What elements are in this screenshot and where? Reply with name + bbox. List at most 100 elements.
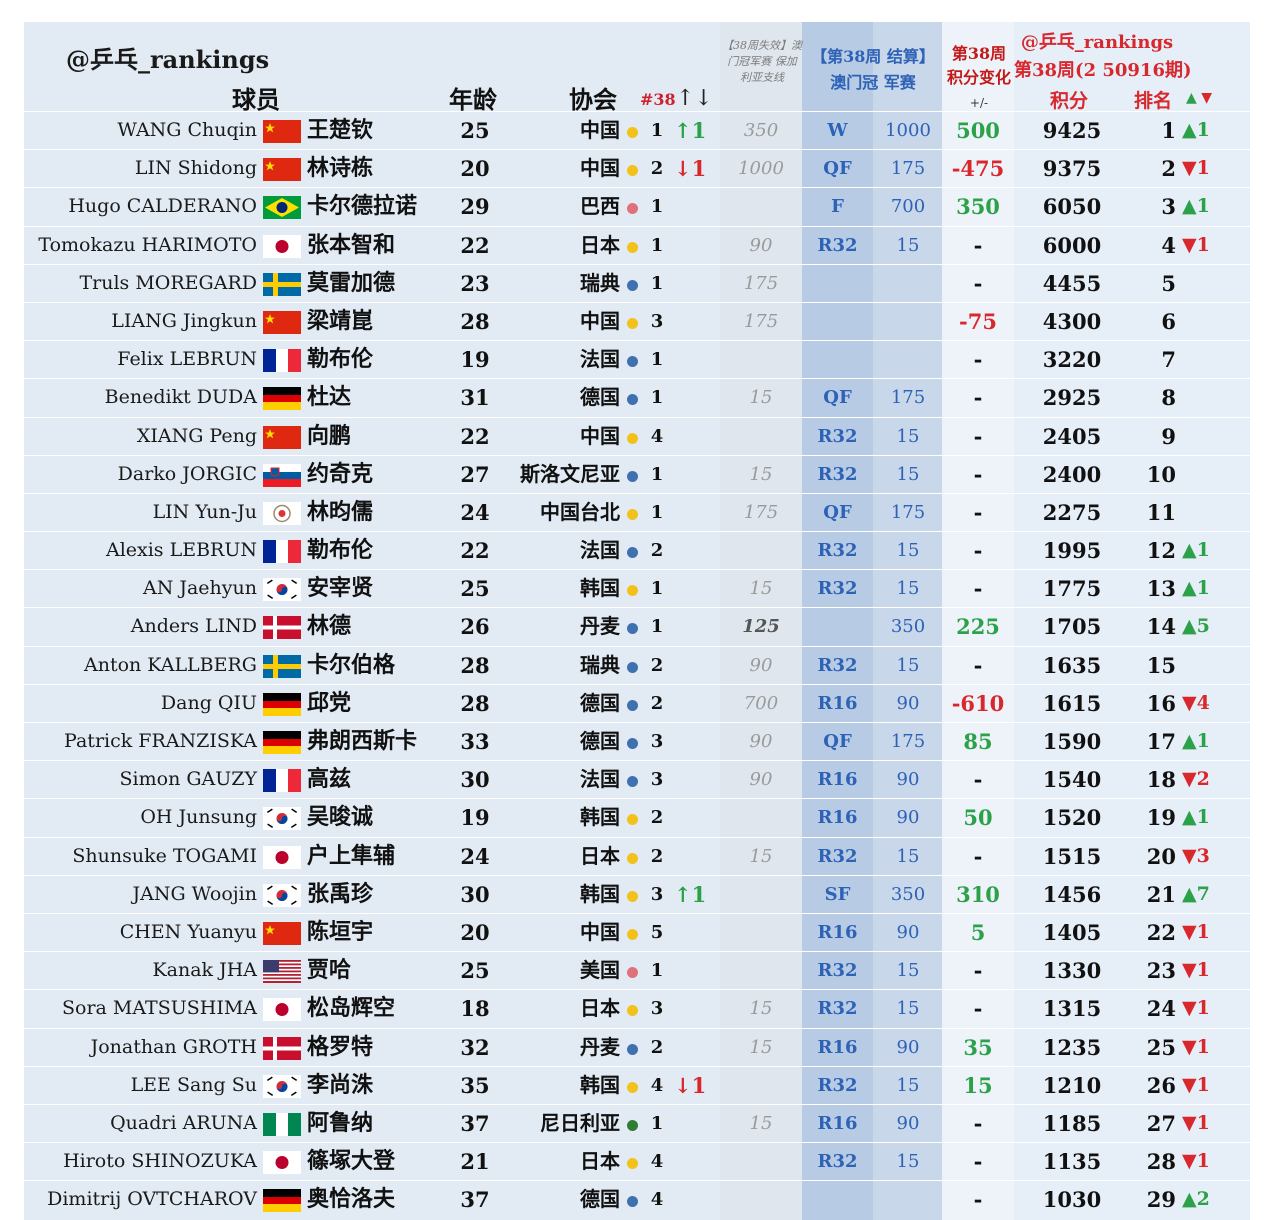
expiring-points: 90 (749, 234, 773, 256)
korea-flag-icon (263, 807, 301, 831)
association-dot-icon (627, 1119, 638, 1131)
player-name-cn: 向鹏 (307, 423, 352, 449)
national-rank: 2 (650, 654, 664, 676)
player-age: 25 (460, 958, 490, 984)
expiring-points: 175 (743, 272, 779, 294)
player-name-cn: 张本智和 (307, 232, 396, 258)
player-age: 26 (460, 614, 490, 640)
rank-movement: ▲1 (1182, 806, 1210, 829)
points-change: 85 (963, 729, 993, 754)
player-name-en: Benedikt DUDA (104, 386, 257, 409)
player-association: 尼日利亚 (540, 1110, 620, 1135)
rank-movement: ▼4 (1182, 691, 1210, 714)
rank-movement: ▼1 (1182, 920, 1210, 943)
germany-flag-icon (263, 731, 301, 754)
rank-movement: ▼1 (1182, 233, 1210, 256)
points-change: - (973, 538, 983, 564)
association-dot-icon (627, 814, 638, 826)
macao-points: 15 (896, 540, 920, 562)
france-flag-icon (263, 769, 301, 793)
player-association: 瑞典 (580, 652, 620, 677)
world-rank: 1 (1161, 118, 1176, 143)
macao-points: 700 (890, 196, 926, 218)
macao-points: 90 (896, 807, 920, 829)
france-flag-icon (263, 349, 301, 373)
national-rank: 2 (650, 1036, 664, 1058)
table-row: Simon GAUZY 高兹 30 法国 3 90 R16 90 - 1540 18 ▼2 (24, 760, 1250, 798)
world-rank: 8 (1161, 385, 1176, 411)
macao-points: 15 (896, 1151, 920, 1173)
association-dot-icon (627, 623, 638, 635)
usa-flag-icon (263, 960, 301, 984)
korea-flag-icon (263, 1074, 301, 1098)
macao-round: R16 (817, 921, 858, 943)
header-period: 第38周(2 50916期) (1014, 60, 1192, 81)
points-change: 350 (956, 194, 1000, 220)
world-rank: 22 (1146, 919, 1176, 945)
macao-points: 90 (896, 1036, 920, 1058)
national-rank: 4 (650, 425, 664, 447)
world-rank: 14 (1146, 614, 1176, 640)
macao-round: R16 (817, 1112, 858, 1134)
macao-points: 175 (890, 731, 926, 752)
expiring-points: 15 (749, 1112, 773, 1134)
player-name-en: CHEN Yuanyu (119, 920, 257, 943)
macao-points: 350 (890, 883, 926, 905)
player-age: 33 (460, 729, 490, 754)
player-association: 瑞典 (580, 270, 620, 295)
macao-points: 15 (896, 234, 920, 256)
rank-down-arrow-icon: ▼ (1201, 90, 1213, 106)
world-rank: 26 (1146, 1072, 1176, 1098)
total-points: 4300 (1042, 308, 1102, 334)
national-rank: 1 (650, 463, 664, 485)
association-dot-icon (627, 738, 638, 749)
china-flag-icon (263, 310, 301, 334)
player-name-en: Hugo CALDERANO (68, 195, 257, 218)
player-name-en: AN Jaehyun (142, 577, 257, 600)
player-name-en: JANG Woojin (132, 882, 257, 905)
table-row: JANG Woojin 张禹珍 30 韩国 3 ↑1 SF 350 310 1456 21 ▲7 (24, 874, 1250, 913)
player-association: 德国 (580, 1187, 620, 1212)
macao-round: R32 (817, 654, 858, 676)
points-change: -75 (959, 308, 997, 334)
player-age: 29 (460, 194, 490, 220)
header-plus-minus: +/- (969, 96, 989, 110)
player-age: 22 (460, 538, 490, 564)
table-row: LIN Shidong 林诗栋 20 中国 2 ↓1 1000 QF 175 -475 9375 2 ▼… (24, 149, 1250, 187)
table-row: LIN Yun-Ju 林昀儒 24 中国台北 1 175 QF 175 - 2275 11 (24, 492, 1250, 531)
player-age: 30 (460, 767, 490, 793)
association-dot-icon (627, 241, 638, 253)
expiring-points: 15 (749, 845, 773, 867)
player-association: 韩国 (580, 881, 620, 906)
national-rank: 1 (650, 387, 664, 409)
macao-points: 15 (896, 1074, 920, 1096)
player-name-cn: 篠塚大登 (307, 1149, 396, 1175)
france-flag-icon (263, 540, 301, 564)
player-name-cn: 陈垣宇 (307, 919, 374, 945)
national-rank: 2 (650, 845, 664, 867)
player-name-cn: 梁靖崑 (307, 308, 374, 334)
player-name-cn: 林昀儒 (307, 499, 374, 525)
total-points: 1615 (1042, 690, 1102, 716)
player-age: 28 (460, 308, 490, 334)
player-name-en: Anton KALLBERG (83, 653, 257, 676)
macao-round: R32 (817, 463, 858, 485)
player-association: 德国 (580, 729, 620, 753)
player-association: 韩国 (580, 576, 620, 601)
world-rank: 21 (1146, 881, 1176, 907)
player-name-en: Kanak JHA (152, 959, 257, 982)
points-change: - (973, 767, 983, 793)
player-association: 丹麦 (580, 614, 620, 639)
rank-movement: ▼1 (1182, 959, 1210, 982)
player-name-cn: 林德 (307, 614, 352, 640)
player-name-en: Alexis LEBRUN (105, 539, 257, 562)
national-rank: 2 (650, 692, 664, 714)
player-name-en: Quadri ARUNA (110, 1111, 257, 1134)
national-rank: 1 (650, 120, 664, 141)
player-association: 法国 (580, 767, 620, 792)
association-dot-icon (627, 547, 638, 559)
player-age: 25 (460, 118, 490, 143)
player-association: 中国 (580, 156, 620, 181)
player-name-cn: 户上隼辅 (307, 843, 396, 869)
player-age: 23 (460, 270, 490, 296)
